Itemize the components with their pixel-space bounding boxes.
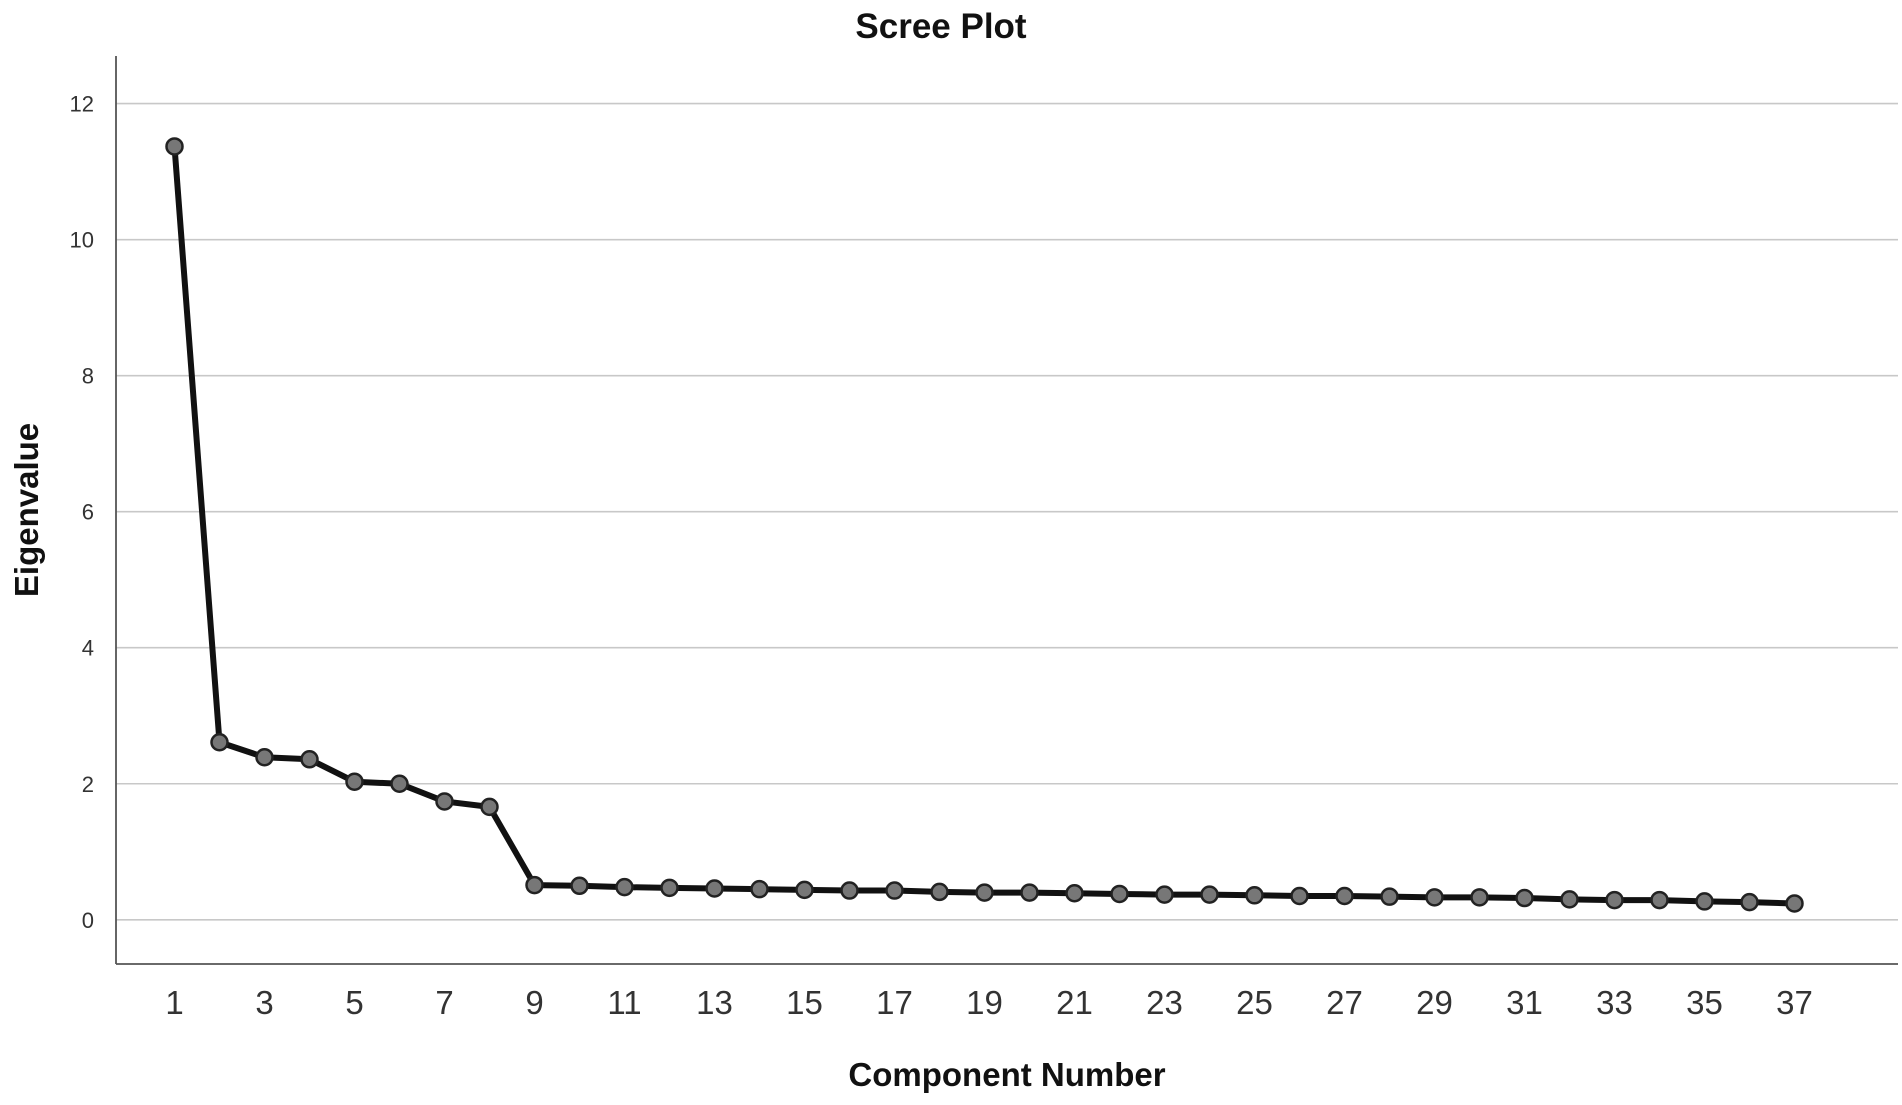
data-point-6 — [390, 774, 409, 794]
data-point-35 — [1695, 892, 1714, 911]
x-tick-label: 1 — [165, 984, 183, 1021]
y-tick-label: 2 — [82, 772, 94, 797]
data-point-34 — [1650, 890, 1669, 910]
data-point-29 — [1425, 888, 1444, 907]
x-tick-label: 7 — [435, 984, 453, 1021]
x-tick-label: 17 — [876, 984, 913, 1021]
x-tick-label: 35 — [1686, 984, 1723, 1021]
data-point-31 — [1515, 888, 1534, 908]
x-tick-labels: 1 3 5 7 9 11 13 15 17 19 21 23 25 27 29 31 33 35 37 — [165, 984, 1813, 1021]
data-point-17 — [885, 881, 904, 900]
data-point-9 — [525, 875, 544, 895]
x-tick-label: 5 — [345, 984, 363, 1021]
data-point-1 — [165, 137, 184, 156]
x-tick-label: 3 — [255, 984, 273, 1021]
y-tick-label: 12 — [70, 92, 94, 117]
data-point-15 — [795, 880, 814, 900]
data-point-14 — [750, 879, 769, 899]
x-tick-label: 11 — [607, 984, 641, 1021]
chart-title: Scree Plot — [855, 7, 1027, 46]
eigenvalue-series-line — [171, 143, 1798, 907]
x-tick-label: 15 — [786, 984, 823, 1021]
data-point-13 — [705, 879, 724, 898]
x-tick-label: 23 — [1146, 984, 1183, 1021]
y-tick-label: 10 — [70, 228, 94, 253]
x-tick-label: 37 — [1776, 984, 1813, 1021]
x-tick-label: 25 — [1236, 984, 1273, 1021]
x-tick-label: 31 — [1506, 984, 1543, 1021]
x-tick-label: 33 — [1596, 984, 1633, 1021]
data-point-32 — [1560, 890, 1579, 909]
series-layer — [165, 137, 1804, 913]
axes — [115, 56, 1898, 965]
data-point-21 — [1065, 884, 1084, 903]
y-tick-labels: 0 2 4 6 8 10 12 — [70, 92, 94, 933]
data-point-8 — [480, 797, 499, 817]
x-tick-label: 21 — [1056, 984, 1093, 1021]
y-tick-label: 0 — [82, 908, 94, 933]
data-point-20 — [1020, 883, 1039, 902]
data-point-23 — [1155, 885, 1174, 904]
y-tick-label: 8 — [82, 364, 94, 389]
data-point-18 — [930, 882, 949, 902]
gridlines — [116, 102, 1898, 921]
data-point-11 — [615, 877, 634, 897]
data-point-7 — [435, 792, 454, 811]
data-point-10 — [570, 876, 589, 896]
data-point-28 — [1380, 887, 1399, 906]
data-point-30 — [1470, 888, 1489, 907]
data-point-24 — [1200, 885, 1219, 904]
data-point-2 — [210, 733, 229, 752]
data-point-22 — [1110, 884, 1129, 904]
data-point-37 — [1785, 894, 1804, 913]
data-point-19 — [975, 883, 994, 902]
x-tick-label: 19 — [966, 984, 1003, 1021]
data-point-26 — [1290, 886, 1309, 906]
x-axis-title: Component Number — [848, 1056, 1165, 1093]
y-tick-label: 4 — [82, 636, 94, 661]
x-tick-label: 9 — [525, 984, 543, 1021]
data-point-3 — [255, 747, 274, 767]
data-point-36 — [1740, 892, 1759, 912]
x-tick-label: 29 — [1416, 984, 1453, 1021]
data-point-16 — [840, 881, 859, 900]
x-tick-label: 27 — [1326, 984, 1363, 1021]
data-point-27 — [1335, 886, 1354, 906]
data-point-4 — [300, 750, 319, 769]
y-tick-label: 6 — [82, 500, 94, 525]
data-point-25 — [1245, 886, 1264, 905]
data-point-12 — [660, 878, 679, 898]
data-point-33 — [1605, 890, 1624, 910]
data-point-5 — [345, 772, 364, 791]
y-axis-title: Eigenvalue — [8, 423, 45, 597]
x-tick-label: 13 — [696, 984, 733, 1021]
